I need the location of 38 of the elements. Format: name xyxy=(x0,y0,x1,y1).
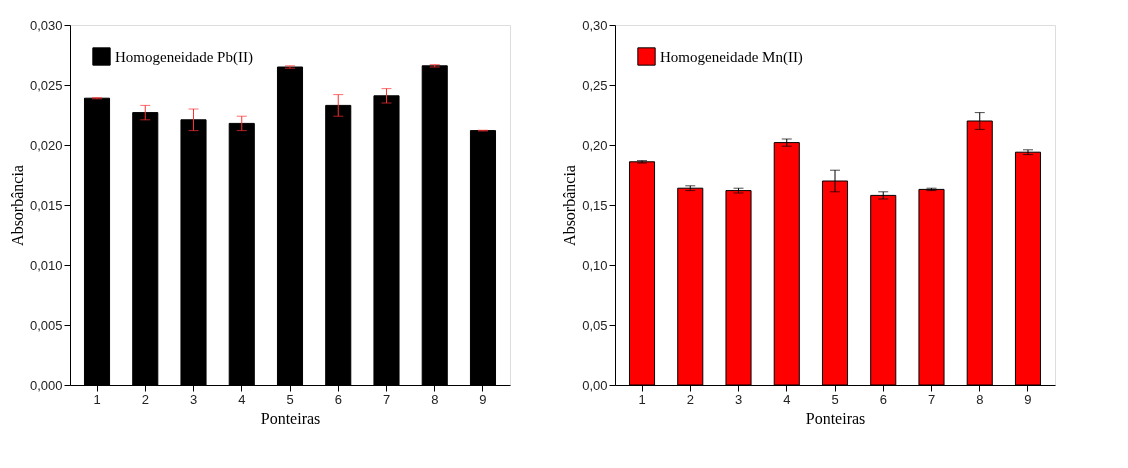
x-tick-label: 1 xyxy=(638,391,646,407)
y-tick-label: 0,010 xyxy=(29,257,63,273)
x-tick-label: 4 xyxy=(783,391,791,407)
y-tick-label: 0,25 xyxy=(582,77,608,93)
x-tick-label: 9 xyxy=(1024,391,1032,407)
x-tick-label: 4 xyxy=(238,391,246,407)
y-tick-label: 0,05 xyxy=(582,317,608,333)
y-tick-label: 0,000 xyxy=(29,377,63,393)
y-tick-label: 0,20 xyxy=(582,137,608,153)
x-tick-label: 6 xyxy=(334,391,342,407)
y-axis-title: Absorbância xyxy=(561,165,579,246)
x-tick-label: 5 xyxy=(286,391,294,407)
legend-label: Homogeneidade Mn(II) xyxy=(660,48,803,66)
x-tick-label: 6 xyxy=(879,391,887,407)
x-tick-label: 7 xyxy=(927,391,936,407)
x-axis-title: Ponteiras xyxy=(260,409,321,427)
x-tick-label: 2 xyxy=(686,391,694,407)
x-axis-title: Ponteiras xyxy=(805,409,866,427)
x-tick-label: 3 xyxy=(734,391,743,407)
y-tick-label: 0,15 xyxy=(582,197,608,213)
x-tick-label: 2 xyxy=(141,391,149,407)
y-tick-label: 0,005 xyxy=(29,317,63,333)
legend-label: Homogeneidade Pb(II) xyxy=(115,48,253,66)
y-tick-label: 0,015 xyxy=(29,197,63,213)
x-tick-label: 8 xyxy=(976,391,984,407)
y-tick-label: 0,10 xyxy=(582,257,608,273)
y-tick-label: 0,00 xyxy=(582,377,608,393)
y-tick-label: 0,30 xyxy=(582,17,608,33)
x-tick-label: 8 xyxy=(431,391,439,407)
x-tick-label: 1 xyxy=(93,391,101,407)
x-tick-label: 5 xyxy=(831,391,839,407)
y-tick-label: 0,030 xyxy=(29,17,63,33)
y-axis-title: Absorbância xyxy=(8,165,26,246)
x-tick-label: 7 xyxy=(382,391,391,407)
y-tick-label: 0,025 xyxy=(29,77,63,93)
x-tick-label: 9 xyxy=(479,391,487,407)
y-tick-label: 0,020 xyxy=(29,137,63,153)
x-tick-label: 3 xyxy=(189,391,198,407)
